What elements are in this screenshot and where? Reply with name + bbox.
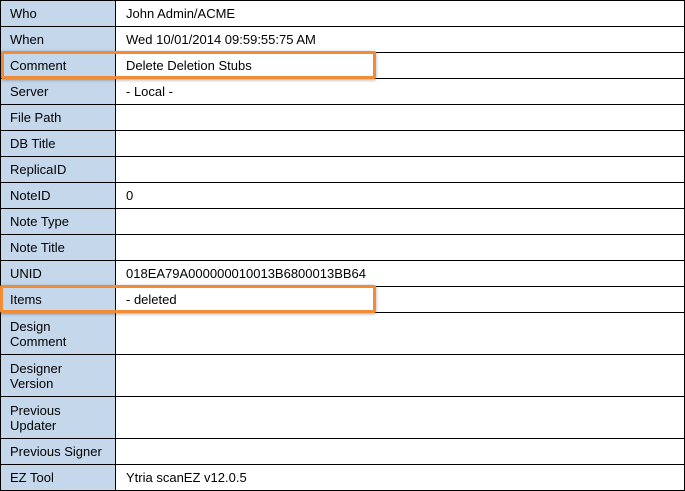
- row-value: - Local -: [115, 78, 685, 105]
- row-label: UNID: [0, 260, 116, 287]
- table-row: When Wed 10/01/2014 09:59:55:75 AM: [0, 26, 685, 53]
- table-row: Previous Updater: [0, 396, 685, 439]
- table-row: Note Title: [0, 234, 685, 261]
- row-value: [115, 396, 685, 439]
- row-label: When: [0, 26, 116, 53]
- row-label: Design Comment: [0, 312, 116, 355]
- row-label: NoteID: [0, 182, 116, 209]
- table-row: Who John Admin/ACME: [0, 0, 685, 27]
- row-value: - deleted: [115, 286, 685, 313]
- table-row: File Path: [0, 104, 685, 131]
- row-label: Who: [0, 0, 116, 27]
- row-value: Ytria scanEZ v12.0.5: [115, 464, 685, 491]
- table-row: Items - deleted: [0, 286, 685, 313]
- table-row: ReplicaID: [0, 156, 685, 183]
- table-row: DB Title: [0, 130, 685, 157]
- row-value: [115, 130, 685, 157]
- row-label: Designer Version: [0, 354, 116, 397]
- table-row: NoteID 0: [0, 182, 685, 209]
- table-row: Previous Signer: [0, 438, 685, 465]
- row-label: Note Type: [0, 208, 116, 235]
- row-value: [115, 208, 685, 235]
- row-value: [115, 354, 685, 397]
- table-row: Comment Delete Deletion Stubs: [0, 52, 685, 79]
- row-label: Server: [0, 78, 116, 105]
- table-row: Server - Local -: [0, 78, 685, 105]
- row-value: Wed 10/01/2014 09:59:55:75 AM: [115, 26, 685, 53]
- row-label: Comment: [0, 52, 116, 79]
- table-row: Design Comment: [0, 312, 685, 355]
- table-row: EZ Tool Ytria scanEZ v12.0.5: [0, 464, 685, 491]
- row-value: [115, 104, 685, 131]
- row-value: 0: [115, 182, 685, 209]
- table-row: UNID 018EA79A000000010013B6800013BB64: [0, 260, 685, 287]
- row-value: [115, 234, 685, 261]
- row-label: ReplicaID: [0, 156, 116, 183]
- row-value: [115, 438, 685, 465]
- row-value: Delete Deletion Stubs: [115, 52, 685, 79]
- row-label: Previous Signer: [0, 438, 116, 465]
- row-value: John Admin/ACME: [115, 0, 685, 27]
- table-row: Note Type: [0, 208, 685, 235]
- row-value: [115, 156, 685, 183]
- row-value: 018EA79A000000010013B6800013BB64: [115, 260, 685, 287]
- row-label: EZ Tool: [0, 464, 116, 491]
- row-label: Note Title: [0, 234, 116, 261]
- table-row: Designer Version: [0, 354, 685, 397]
- row-label: Items: [0, 286, 116, 313]
- row-value: [115, 312, 685, 355]
- row-label: File Path: [0, 104, 116, 131]
- row-label: Previous Updater: [0, 396, 116, 439]
- row-label: DB Title: [0, 130, 116, 157]
